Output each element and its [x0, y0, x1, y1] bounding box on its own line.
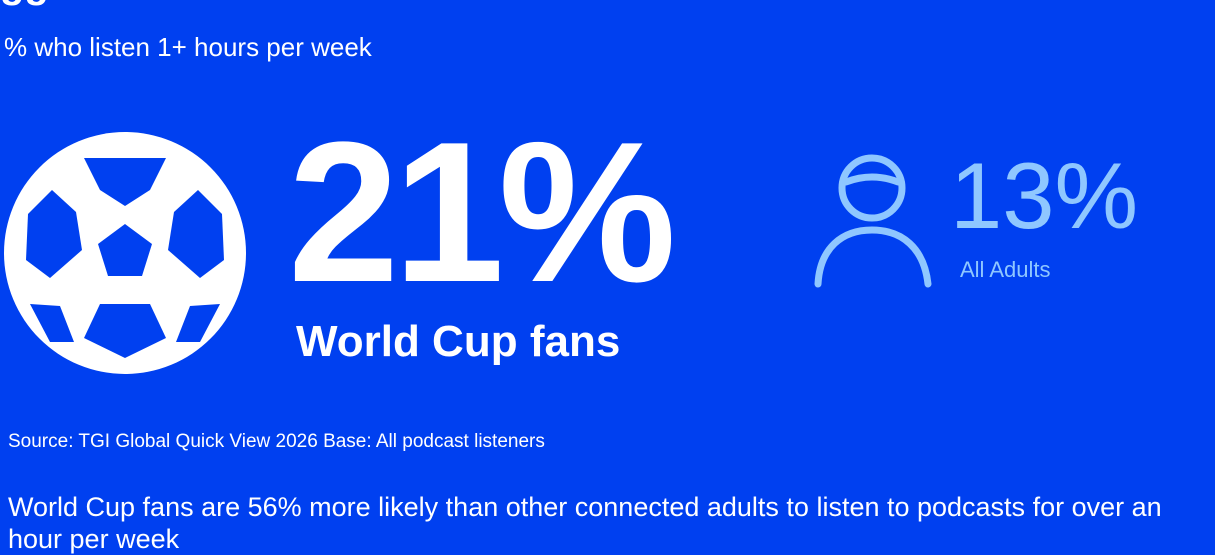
football-icon [4, 132, 246, 374]
subtitle: % who listen 1+ hours per week [4, 32, 372, 62]
source-note: Source: TGI Global Quick View 2026 Base:… [8, 431, 545, 452]
title-cutoff: gg [0, 0, 49, 4]
all-adults-percentage: 13% [950, 143, 1139, 248]
world-cup-fans-label: World Cup fans [296, 317, 621, 366]
world-cup-fans-percentage: 21% [288, 101, 676, 324]
all-adults-label: All Adults [960, 257, 1051, 282]
podcast-infographic: { "header": { "title_cutoff": "gg", "sub… [0, 0, 1162, 554]
person-icon [814, 154, 932, 288]
insight-text: World Cup fans are 56% more likely than … [8, 492, 1162, 554]
